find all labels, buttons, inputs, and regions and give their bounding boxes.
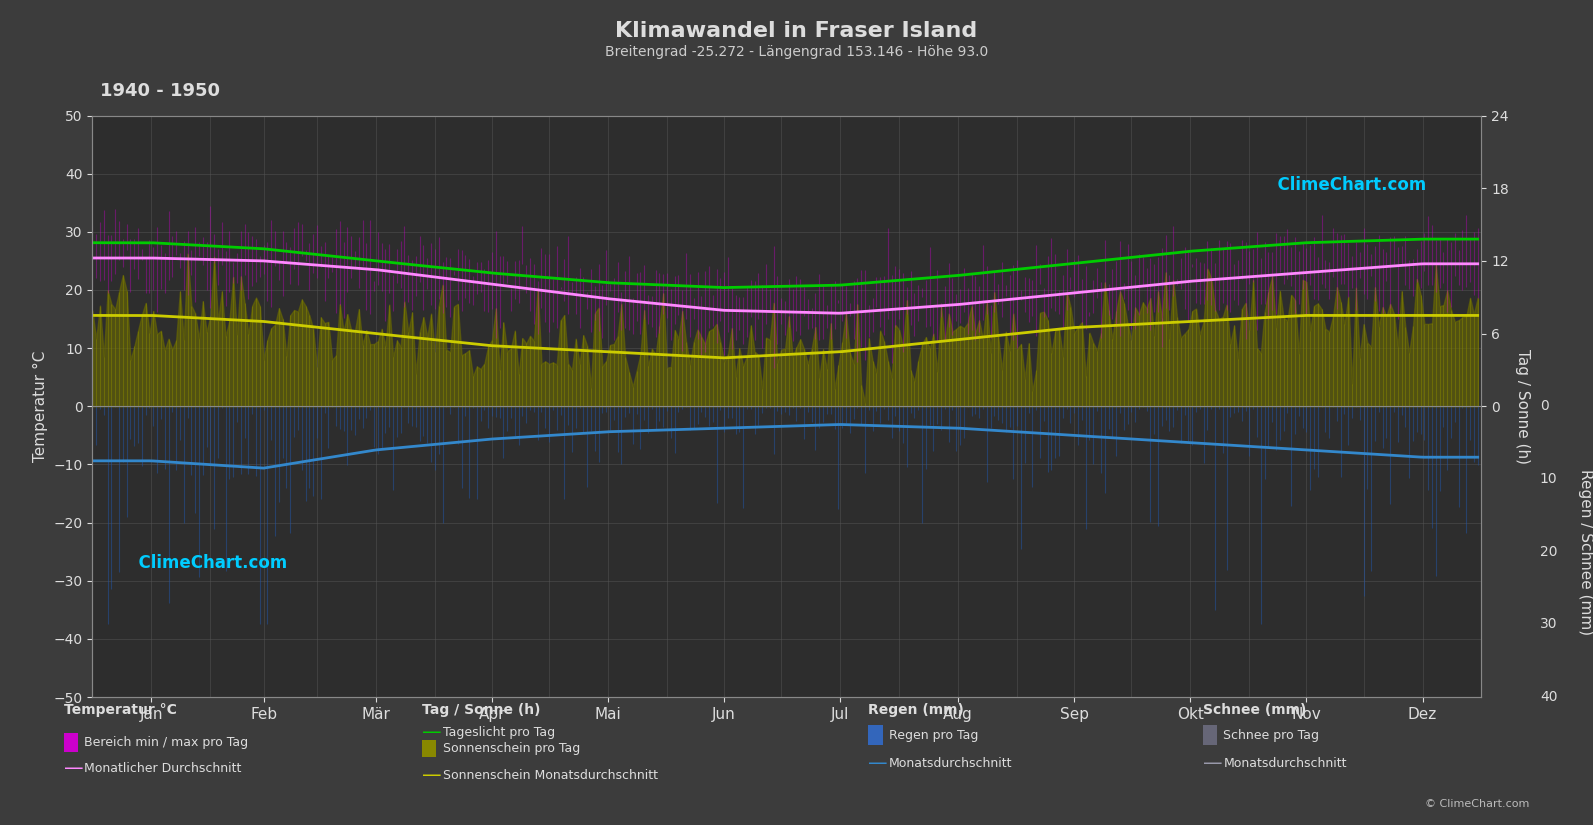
Text: Monatsdurchschnitt: Monatsdurchschnitt	[1223, 757, 1348, 770]
Text: —: —	[422, 723, 441, 743]
Text: Tageslicht pro Tag: Tageslicht pro Tag	[443, 726, 554, 739]
Text: 0: 0	[1540, 399, 1548, 413]
Text: © ClimeChart.com: © ClimeChart.com	[1424, 799, 1529, 808]
Y-axis label: Temperatur °C: Temperatur °C	[33, 351, 48, 462]
Text: 10: 10	[1540, 472, 1558, 486]
Text: Tag / Sonne (h): Tag / Sonne (h)	[422, 703, 540, 717]
Text: 40: 40	[1540, 691, 1558, 704]
Text: Bereich min / max pro Tag: Bereich min / max pro Tag	[84, 736, 249, 749]
Text: Schnee pro Tag: Schnee pro Tag	[1223, 728, 1319, 742]
Text: Regen pro Tag: Regen pro Tag	[889, 728, 978, 742]
Text: 1940 - 1950: 1940 - 1950	[100, 82, 220, 101]
Text: ClimeChart.com: ClimeChart.com	[127, 554, 287, 573]
Text: 30: 30	[1540, 617, 1558, 631]
Text: Schnee (mm): Schnee (mm)	[1203, 703, 1306, 717]
Text: Klimawandel in Fraser Island: Klimawandel in Fraser Island	[615, 21, 978, 40]
Text: Monatlicher Durchschnitt: Monatlicher Durchschnitt	[84, 762, 242, 776]
Text: —: —	[64, 759, 83, 779]
Text: Regen (mm): Regen (mm)	[868, 703, 964, 717]
Text: 20: 20	[1540, 544, 1558, 559]
Text: —: —	[868, 753, 887, 773]
Text: ClimeChart.com: ClimeChart.com	[1266, 177, 1426, 195]
Text: Monatsdurchschnitt: Monatsdurchschnitt	[889, 757, 1013, 770]
Text: —: —	[1203, 753, 1222, 773]
Text: Breitengrad -25.272 - Längengrad 153.146 - Höhe 93.0: Breitengrad -25.272 - Längengrad 153.146…	[605, 45, 988, 59]
Text: —: —	[422, 766, 441, 785]
Text: Temperatur °C: Temperatur °C	[64, 703, 177, 717]
Text: Sonnenschein pro Tag: Sonnenschein pro Tag	[443, 742, 580, 755]
Text: Sonnenschein Monatsdurchschnitt: Sonnenschein Monatsdurchschnitt	[443, 769, 658, 782]
Text: Regen / Schnee (mm): Regen / Schnee (mm)	[1579, 469, 1593, 634]
Y-axis label: Tag / Sonne (h): Tag / Sonne (h)	[1515, 349, 1529, 464]
